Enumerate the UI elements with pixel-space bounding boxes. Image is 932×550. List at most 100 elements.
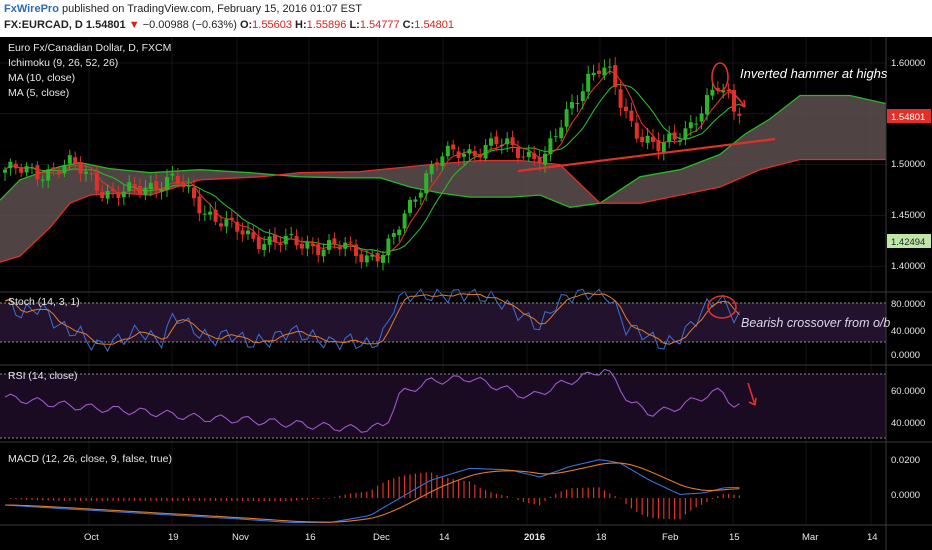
price-scale[interactable]: 1.60000 1.50000 1.45000 1.40000 1.54801 … [887,58,931,272]
candle-body [397,229,402,236]
stoch-legend[interactable]: Stoch (14, 3, 1) [8,296,80,308]
price-tick: 1.40000 [891,261,925,272]
time-axis[interactable]: Oct 19 Nov 16 Dec 14 2016 18 Feb 15 Mar … [84,532,878,543]
candle-body [121,191,126,198]
chart-area[interactable]: Euro Fx/Canadian Dollar, D, FXCM Ichimok… [0,37,932,550]
candle-body [602,67,607,76]
rsi-legend[interactable]: RSI (14, close) [8,370,77,382]
candle-body [435,162,439,165]
candle-body [8,161,13,169]
candle-body [418,192,423,198]
candle-body [651,136,655,142]
candle-body [640,136,645,143]
candle-body [251,232,256,239]
candle-body [462,153,466,157]
candle-body [111,189,115,191]
time-tick: 18 [596,532,607,543]
candle-body [494,136,499,145]
rsi-down-arrow-icon [747,382,757,406]
grid-lines [0,37,886,525]
candle-body [19,167,24,173]
time-tick: 16 [305,532,316,543]
candle-body [62,164,67,174]
candle-body [337,246,342,250]
hammer-arrow-icon [728,88,746,108]
candle-body [67,155,72,164]
candle-body [580,91,585,102]
last-price: 1.54801 [85,19,126,31]
candle-body [30,167,34,169]
ichimoku-legend[interactable]: Ichimoku (9, 26, 52, 26) [8,57,118,69]
candle-body [192,187,196,199]
candle-body [381,255,385,263]
ma10-legend[interactable]: MA (10, close) [8,72,75,84]
ma5-legend[interactable]: MA (5, close) [8,87,69,99]
close-label: C: [402,19,415,31]
publisher-header: FxWirePro published on TradingView.com, … [0,0,932,37]
candle-body [661,142,666,153]
candle-body [181,182,186,188]
candle-body [591,72,596,75]
candle-body [197,196,202,214]
candle-body [132,184,137,188]
candle-body [246,230,250,235]
symbol-label[interactable]: FX:EURCAD, D [4,19,83,31]
stoch-k-line [4,288,740,353]
candle-body [300,243,304,249]
candle-body [548,138,553,155]
crossover-annotation: Bearish crossover from o/b [707,295,890,330]
time-tick: Dec [373,532,390,543]
close-value: 1.54801 [414,19,455,31]
candle-body [705,95,709,115]
time-tick: Mar [802,532,818,543]
candle-body [256,236,261,250]
candle-body [89,173,94,175]
lower-price-badge [887,234,931,248]
candle-body [732,90,736,112]
candle-body [516,147,520,159]
candle-body [24,166,29,173]
last-price-badge [887,109,931,123]
candle-body [273,234,277,242]
candle-body [278,243,283,245]
candle-body [240,230,245,235]
candle-body [521,156,526,158]
time-tick: 19 [168,532,179,543]
candle-body [499,144,504,146]
candle-body [51,167,56,170]
rsi-tick: 60.0000 [891,386,925,397]
candle-body [391,233,396,237]
candle-body [543,153,547,165]
macd-tick: 0.0000 [891,490,920,501]
candle-body [586,73,591,92]
candle-body [3,169,7,173]
lower-price-badge-text: 1.42494 [891,237,925,248]
candle-body [224,219,229,227]
candle-body [148,182,153,190]
price-tick: 1.60000 [891,58,925,69]
candle-body [35,165,40,180]
candle-body [559,127,564,139]
candle-body [624,106,628,112]
rsi-line [4,368,740,433]
macd-scale: 0.0200 0.0000 [891,455,920,501]
brand-name[interactable]: FxWirePro [4,3,59,15]
senkou-span-b [0,158,886,263]
candle-body [116,192,121,198]
candle-body [537,156,542,164]
macd-legend[interactable]: MACD (12, 26, close, 9, false, true) [8,453,172,465]
candle-body [343,242,348,249]
candle-body [143,187,148,195]
candle-body [726,89,731,92]
rsi-scale: 60.0000 40.0000 [891,386,925,429]
candle-body [645,135,650,143]
candle-body [294,236,299,246]
candle-body [440,156,445,167]
candle-body [375,252,380,262]
support-trendline[interactable] [517,137,776,173]
time-tick: 15 [729,532,740,543]
stoch-tick: 40.0000 [891,326,925,337]
candle-body [683,128,688,140]
publisher-line: FxWirePro published on TradingView.com, … [4,3,362,15]
candle-body [715,87,720,91]
